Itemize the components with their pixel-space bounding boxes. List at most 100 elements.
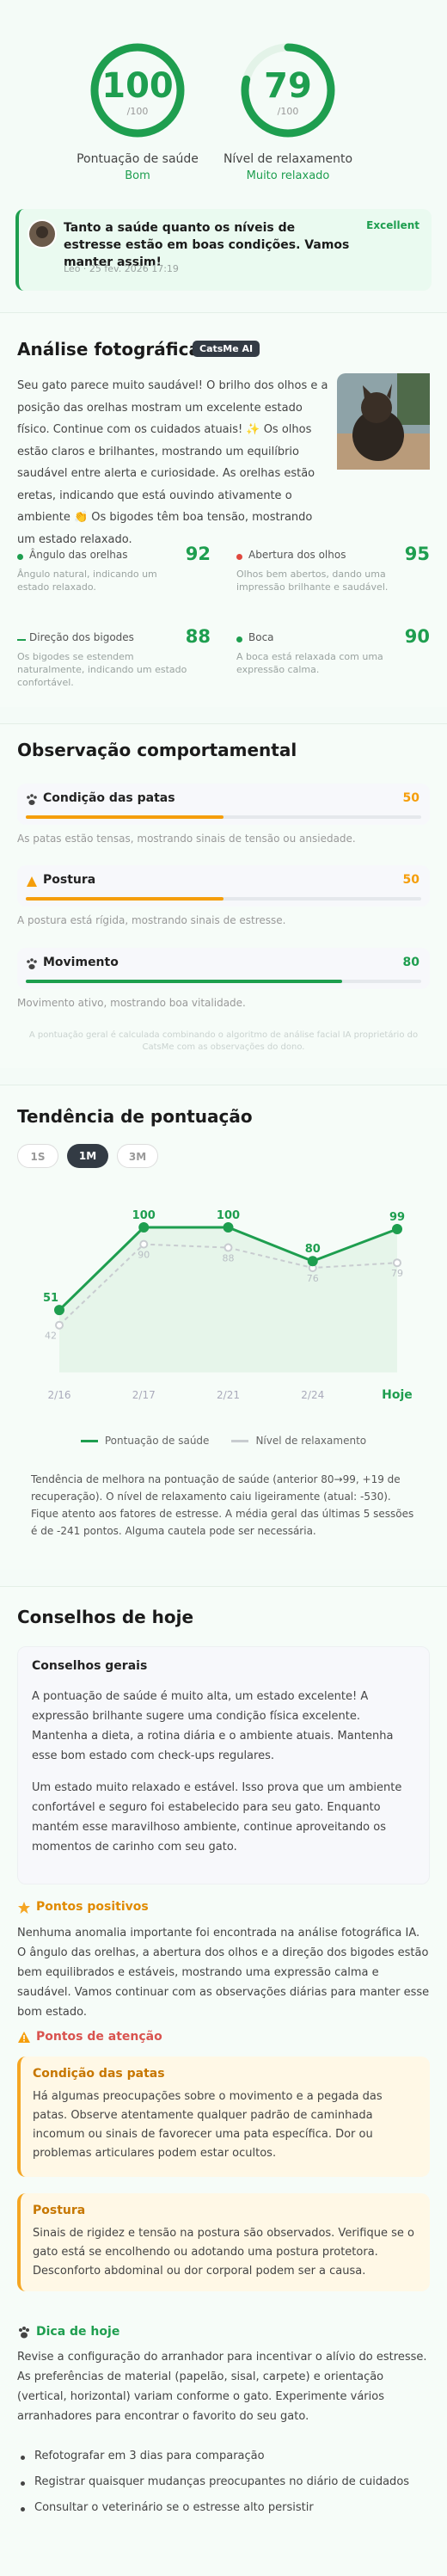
- behavior-icon: [27, 794, 37, 805]
- cat-photo: [337, 373, 430, 470]
- metric-dot: [236, 636, 242, 642]
- metric-dot: [17, 554, 23, 560]
- metric-name: Direção dos bigodes: [29, 631, 134, 643]
- legend-label: Nível de relaxamento: [255, 1435, 367, 1447]
- behavior-name: Condição das patas: [43, 791, 175, 805]
- gauge: 79/100: [241, 43, 335, 138]
- bullet-text: Consultar o veterinário se o estresse al…: [34, 2501, 314, 2514]
- bullet-dot: [21, 2456, 25, 2460]
- behavior-note: Movimento ativo, mostrando boa vitalidad…: [17, 997, 246, 1009]
- metric-note: Ângulo natural, indicando um estado rela…: [17, 569, 157, 593]
- summary-card: Tanto a saúde quanto os níveis de estres…: [15, 209, 432, 291]
- legend-swatch: [231, 1439, 249, 1442]
- gauge-label: Pontuação de saúde: [77, 152, 199, 166]
- bar-fill: [26, 980, 342, 983]
- value-label: 42: [45, 1331, 57, 1342]
- metric-note: Olhos bem abertos, dando uma impressão b…: [236, 569, 389, 593]
- warning-shape: [27, 876, 37, 887]
- metric-note: A boca está relaxada com uma expressão c…: [236, 651, 383, 675]
- point: [54, 1305, 64, 1316]
- gauge-status: Bom: [125, 169, 150, 182]
- behavior-card: Postura 50: [17, 865, 430, 907]
- behavior-note: A postura está rígida, mostrando sinais …: [17, 914, 286, 926]
- behavior-score: 80: [402, 956, 419, 969]
- legend-item: Nível de relaxamento: [231, 1435, 366, 1447]
- legend-swatch: [80, 1439, 98, 1442]
- ai-badge: CatsMe AI: [193, 341, 260, 357]
- point: [223, 1222, 234, 1233]
- x-tick-label: 2/21: [217, 1389, 240, 1401]
- metric-name: Abertura dos olhos: [248, 549, 346, 561]
- value-label: 80: [305, 1243, 321, 1256]
- paw-toe: [30, 958, 34, 962]
- x-tick-label: 2/24: [301, 1389, 324, 1401]
- behavior-name: Postura: [43, 873, 96, 887]
- tabs: 1S 1M 3M: [17, 1144, 158, 1168]
- tab[interactable]: 3M: [117, 1144, 158, 1168]
- paw-toe: [34, 960, 37, 963]
- gauge-value: 100: [101, 66, 174, 106]
- paw-toe: [34, 796, 37, 799]
- attention-text: Há algumas preocupações sobre o moviment…: [33, 2090, 383, 2160]
- general-paragraph: A pontuação de saúde é muito alta, um es…: [32, 1690, 394, 1762]
- gauge-max: /100: [278, 106, 299, 117]
- general-card: Conselhos gerais A pontuação de saúde é …: [17, 1646, 430, 1884]
- point: [393, 1258, 401, 1268]
- behavior-note: As patas estão tensas, mostrando sinais …: [17, 833, 356, 845]
- behavior-card: Condição das patas 50: [17, 784, 430, 825]
- section-title: Análise fotográfica IA: [17, 339, 226, 360]
- point: [392, 1224, 402, 1234]
- gauge-label: Nível de relaxamento: [223, 152, 353, 166]
- bar-track: [26, 897, 421, 901]
- behavior-card: Movimento 80: [17, 948, 430, 989]
- value-label: 79: [391, 1268, 403, 1279]
- bullet-dot: [21, 2507, 25, 2511]
- gauge-status: Muito relaxado: [246, 169, 330, 182]
- metric-dash: [17, 639, 26, 641]
- legend: Pontuação de saúde Nível de relaxamento: [0, 1435, 447, 1447]
- x-tick-label: 2/16: [48, 1389, 71, 1401]
- attention-title: Condição das patas: [33, 2067, 165, 2081]
- general-title: Conselhos gerais: [32, 1659, 148, 1673]
- attention-card: Condição das patas Há algumas preocupaçõe…: [17, 2056, 430, 2177]
- section-title: Observação comportamental: [17, 740, 297, 760]
- warning-icon: [18, 2032, 30, 2043]
- metric-dot: [236, 554, 242, 560]
- behavior-score: 50: [402, 873, 419, 887]
- metric-note: Os bigodes se estendem naturalmente, ind…: [17, 651, 187, 688]
- paw-icon: [19, 2327, 29, 2339]
- gauge-arc: [241, 43, 335, 138]
- gauge-max: /100: [127, 106, 149, 117]
- section-title: Tendência de pontuação: [17, 1106, 253, 1127]
- behavior-icon: [27, 958, 37, 969]
- legend-item: Pontuação de saúde: [80, 1435, 209, 1447]
- tab[interactable]: 1M: [67, 1144, 108, 1168]
- gauge: 100/100: [90, 43, 185, 138]
- bullet-text: Refotografar em 3 dias para comparação: [34, 2450, 265, 2462]
- summary-badge: Excellent: [366, 219, 419, 231]
- bar-fill: [26, 897, 224, 901]
- metric-score: 88: [185, 626, 211, 647]
- x-tick-label: Hoje: [382, 1388, 413, 1402]
- x-tick-label: 2/17: [132, 1389, 156, 1401]
- point: [139, 1239, 149, 1249]
- trend-chart: 42 90 88 76 79 51 100 100 80 99 2/16 2/17 2/21 2/24 Ho…: [43, 1209, 413, 1402]
- tip-text: Revise a configuração do arranhador para…: [17, 2351, 427, 2423]
- bullet-dot: [21, 2481, 25, 2486]
- point: [224, 1243, 233, 1252]
- metric-name: Boca: [248, 631, 274, 643]
- metric-score: 92: [185, 544, 211, 564]
- tab[interactable]: 1S: [17, 1144, 58, 1168]
- value-label: 51: [43, 1292, 58, 1305]
- behavior-score: 50: [402, 791, 419, 805]
- attention-title: Postura: [33, 2204, 86, 2217]
- attention-title: Pontos de atenção: [36, 2030, 162, 2044]
- point: [55, 1320, 64, 1330]
- analysis-text: Seu gato parece muito saudável! O brilho…: [17, 379, 328, 546]
- value-label: 90: [138, 1250, 150, 1261]
- value-label: 100: [132, 1209, 156, 1222]
- paw-pad: [28, 964, 35, 969]
- section-title: Conselhos de hoje: [17, 1607, 194, 1627]
- footnote: A pontuação geral é calculada combinando…: [28, 1030, 419, 1052]
